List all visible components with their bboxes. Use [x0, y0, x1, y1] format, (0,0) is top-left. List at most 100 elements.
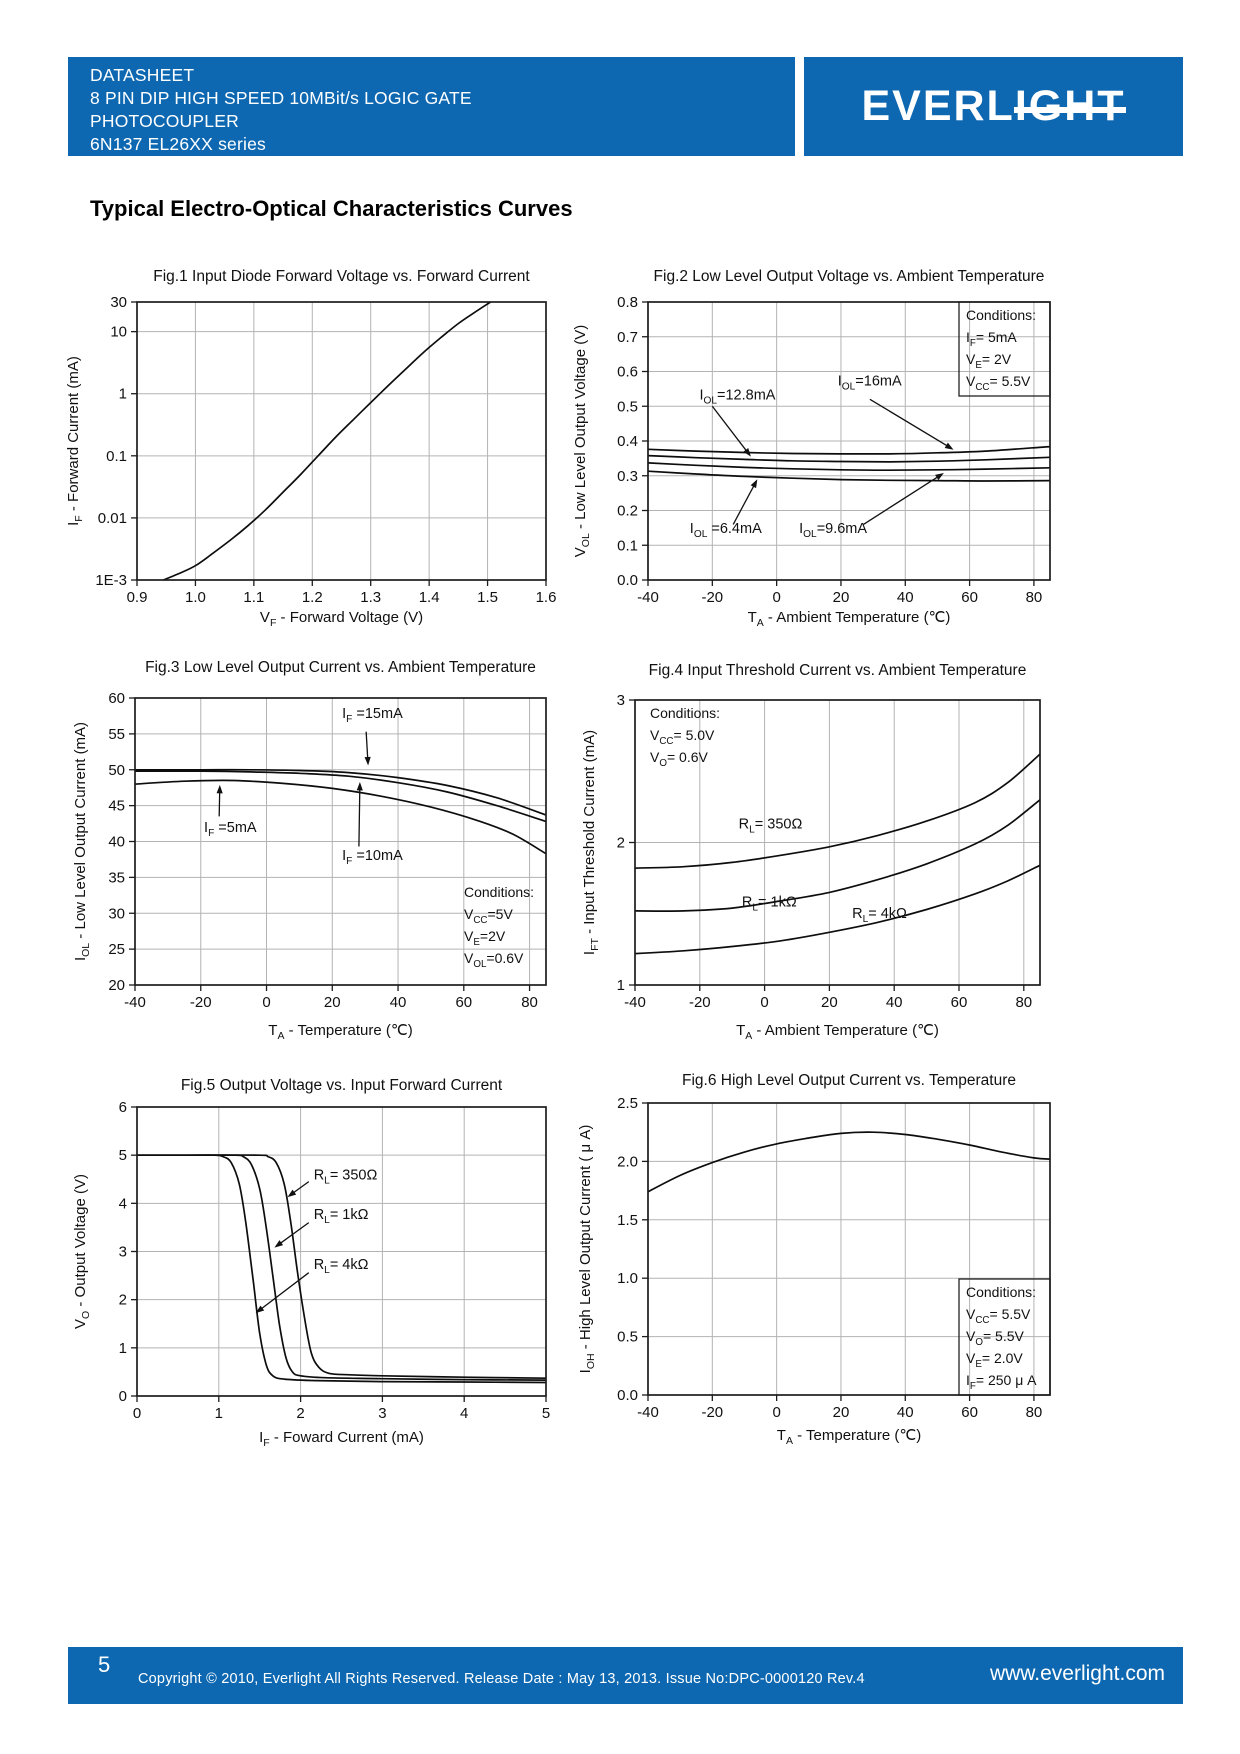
svg-text:IF - Forward Current (mA): IF - Forward Current (mA)	[65, 356, 85, 526]
fig5-svg: RL= 350Ω RL= 1kΩ RL= 4kΩ 0 1 2 3 4 5 0 1 2 3 4 5 6 Fig.5…	[72, 1077, 550, 1449]
svg-text:30: 30	[110, 294, 127, 311]
figure-fig6: Conditions: VCC= 5.5V VO= 5.5V VE= 2.0V IF= …	[565, 1062, 1085, 1454]
svg-text:40: 40	[108, 834, 125, 851]
svg-text:Fig.5 Output Voltage vs. Input: Fig.5 Output Voltage vs. Input Forward C…	[181, 1077, 503, 1094]
svg-text:IOL=16mA: IOL=16mA	[838, 373, 902, 392]
svg-text:-20: -20	[689, 994, 711, 1011]
everlight-logo-text: EVERLIGHT	[861, 82, 1126, 130]
svg-text:1: 1	[119, 386, 127, 403]
svg-text:Fig.2 Low Level Output Voltag: Fig.2 Low Level Output Voltage vs. Ambie…	[654, 268, 1045, 285]
svg-text:Conditions:: Conditions:	[464, 884, 534, 900]
svg-text:0.1: 0.1	[106, 448, 127, 465]
svg-text:0: 0	[760, 994, 768, 1011]
svg-text:0: 0	[262, 994, 270, 1011]
footer-bar: 5 Copyright © 2010, Everlight All Rights…	[68, 1647, 1183, 1704]
svg-text:-20: -20	[190, 994, 212, 1011]
svg-text:1.0: 1.0	[617, 1270, 638, 1287]
svg-text:40: 40	[886, 994, 903, 1011]
figure-fig3: Conditions: VCC=5V VE=2V VOL=0.6V IF =15mA IF…	[55, 650, 567, 1044]
fig1-svg: 0.9 1.0 1.1 1.2 1.3 1.4 1.5 1.6 1E-3 0.01 0.1 1 10 30…	[65, 268, 557, 629]
header-banner: DATASHEET 8 PIN DIP HIGH SPEED 10MBit/s …	[68, 57, 1183, 156]
svg-text:0.5: 0.5	[617, 398, 638, 415]
svg-text:-40: -40	[637, 1404, 659, 1421]
svg-text:VF - Forward Voltage (V): VF - Forward Voltage (V)	[260, 609, 423, 629]
svg-text:RL= 1kΩ: RL= 1kΩ	[314, 1207, 369, 1226]
figure-fig5: RL= 350Ω RL= 1kΩ RL= 4kΩ 0 1 2 3 4 5 0 1 2 3 4 5 6 Fig.5…	[55, 1062, 567, 1454]
svg-text:-40: -40	[624, 994, 646, 1011]
svg-text:5: 5	[542, 1405, 550, 1422]
svg-text:RL= 350Ω: RL= 350Ω	[314, 1168, 378, 1187]
svg-text:20: 20	[108, 977, 125, 994]
svg-text:20: 20	[833, 589, 850, 606]
svg-text:0: 0	[772, 1404, 780, 1421]
svg-text:1.3: 1.3	[360, 589, 381, 606]
svg-text:1.0: 1.0	[185, 589, 206, 606]
svg-text:1.5: 1.5	[617, 1212, 638, 1229]
svg-text:0: 0	[133, 1405, 141, 1422]
svg-text:0.4: 0.4	[617, 433, 638, 450]
svg-text:Conditions:: Conditions:	[966, 307, 1036, 323]
header-doc-type: DATASHEET	[90, 65, 195, 85]
svg-text:IF =10mA: IF =10mA	[342, 848, 403, 867]
svg-text:IF =15mA: IF =15mA	[342, 706, 403, 725]
svg-text:2.0: 2.0	[617, 1153, 638, 1170]
svg-text:60: 60	[961, 589, 978, 606]
svg-text:VE=2V: VE=2V	[464, 928, 506, 948]
website-text: www.everlight.com	[989, 1662, 1165, 1685]
everlight-logo-bar-icon	[1013, 107, 1126, 114]
svg-text:RL= 4kΩ: RL= 4kΩ	[314, 1257, 369, 1276]
svg-text:20: 20	[833, 1404, 850, 1421]
svg-text:IFT - Input Threshold Current: IFT - Input Threshold Current (mA)	[581, 730, 601, 955]
svg-text:VO - Output Voltage (V): VO - Output Voltage (V)	[72, 1174, 92, 1329]
svg-text:0.5: 0.5	[617, 1329, 638, 1346]
svg-text:1.5: 1.5	[477, 589, 498, 606]
svg-text:4: 4	[119, 1195, 127, 1212]
svg-text:VO= 0.6V: VO= 0.6V	[650, 749, 708, 769]
svg-text:1.1: 1.1	[243, 589, 264, 606]
svg-text:TA - Ambient Temperature (℃): TA - Ambient Temperature (℃)	[736, 1022, 939, 1042]
svg-text:IF - Foward Current (mA): IF - Foward Current (mA)	[259, 1429, 424, 1449]
svg-text:VCC=5V: VCC=5V	[464, 906, 513, 926]
everlight-logo: EVERLIGHT	[861, 82, 1126, 130]
svg-text:TA - Ambient Temperature (℃): TA - Ambient Temperature (℃)	[748, 609, 951, 629]
svg-text:60: 60	[951, 994, 968, 1011]
svg-text:4: 4	[460, 1405, 468, 1422]
svg-text:-40: -40	[124, 994, 146, 1011]
figure-fig4: Conditions: VCC= 5.0V VO= 0.6V RL= 350Ω RL= …	[565, 650, 1085, 1044]
svg-text:IOL =6.4mA: IOL =6.4mA	[690, 521, 762, 540]
svg-text:45: 45	[108, 798, 125, 815]
section-title: Typical Electro-Optical Characteristics …	[90, 196, 573, 221]
svg-text:TA - Temperature (℃): TA - Temperature (℃)	[777, 1427, 921, 1447]
svg-text:IOH - High Level Output Curren: IOH - High Level Output Current ( μ A)	[577, 1125, 597, 1374]
svg-text:IF =5mA: IF =5mA	[204, 820, 257, 839]
svg-text:1.6: 1.6	[536, 589, 557, 606]
svg-text:Fig.4 Input Threshold Current: Fig.4 Input Threshold Current vs. Ambien…	[649, 662, 1027, 679]
svg-text:40: 40	[390, 994, 407, 1011]
svg-text:Conditions:: Conditions:	[966, 1284, 1036, 1300]
header-logo-block: EVERLIGHT	[804, 57, 1183, 156]
svg-text:2: 2	[296, 1405, 304, 1422]
svg-text:20: 20	[821, 994, 838, 1011]
svg-text:10: 10	[110, 324, 127, 341]
svg-text:80: 80	[1015, 994, 1032, 1011]
svg-text:VCC= 5.5V: VCC= 5.5V	[966, 373, 1031, 393]
svg-text:VCC= 5.0V: VCC= 5.0V	[650, 727, 715, 747]
svg-text:Fig.1 Input Diode Forward Volt: Fig.1 Input Diode Forward Voltage vs. Fo…	[153, 268, 530, 285]
svg-text:3: 3	[617, 692, 625, 709]
svg-text:1: 1	[617, 977, 625, 994]
svg-text:1.2: 1.2	[302, 589, 323, 606]
svg-text:VOL - Low Level Output Voltage: VOL - Low Level Output Voltage (V)	[572, 325, 592, 557]
svg-text:RL= 4kΩ: RL= 4kΩ	[852, 906, 907, 925]
svg-text:VE= 2V: VE= 2V	[966, 351, 1012, 371]
svg-text:0.1: 0.1	[617, 537, 638, 554]
svg-text:VCC= 5.5V: VCC= 5.5V	[966, 1306, 1031, 1326]
svg-text:20: 20	[324, 994, 341, 1011]
svg-text:TA - Temperature (℃): TA - Temperature (℃)	[268, 1022, 412, 1042]
svg-text:80: 80	[1026, 1404, 1043, 1421]
svg-text:30: 30	[108, 905, 125, 922]
svg-text:0.7: 0.7	[617, 329, 638, 346]
